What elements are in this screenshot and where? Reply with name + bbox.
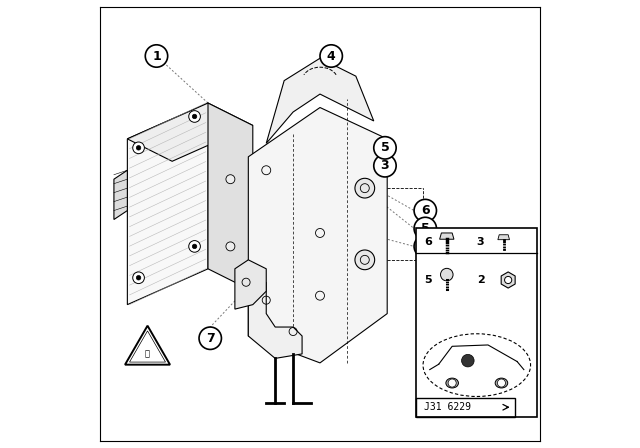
Circle shape: [199, 327, 221, 349]
Bar: [417, 228, 538, 417]
Circle shape: [374, 155, 396, 177]
Polygon shape: [248, 108, 387, 363]
Circle shape: [448, 379, 456, 387]
Circle shape: [355, 178, 374, 198]
Circle shape: [145, 45, 168, 67]
Circle shape: [136, 146, 141, 150]
Circle shape: [192, 114, 197, 119]
Polygon shape: [127, 103, 253, 161]
Text: 6: 6: [424, 237, 432, 247]
Polygon shape: [114, 170, 127, 220]
Circle shape: [132, 142, 145, 154]
Text: 5: 5: [381, 141, 389, 155]
Text: 7: 7: [206, 332, 214, 345]
Text: J31 6229: J31 6229: [424, 402, 472, 412]
Circle shape: [440, 268, 453, 281]
Circle shape: [504, 276, 512, 284]
Text: 1: 1: [152, 49, 161, 63]
Polygon shape: [127, 103, 208, 305]
Text: 5: 5: [424, 275, 432, 285]
Ellipse shape: [446, 378, 458, 388]
Polygon shape: [440, 233, 454, 239]
Bar: [417, 398, 515, 417]
Circle shape: [497, 379, 506, 387]
Circle shape: [226, 175, 235, 184]
Circle shape: [192, 244, 197, 249]
Circle shape: [189, 241, 200, 252]
Polygon shape: [501, 272, 515, 288]
Circle shape: [414, 199, 436, 222]
Polygon shape: [248, 282, 302, 358]
Text: 4: 4: [327, 49, 335, 63]
Polygon shape: [498, 235, 509, 240]
Circle shape: [226, 242, 235, 251]
Circle shape: [355, 250, 374, 270]
Circle shape: [374, 137, 396, 159]
Circle shape: [189, 111, 200, 122]
Text: 6: 6: [421, 204, 429, 217]
Ellipse shape: [495, 378, 508, 388]
Text: 5: 5: [421, 222, 429, 235]
Text: 2: 2: [477, 275, 484, 285]
Polygon shape: [235, 260, 266, 309]
Text: 2: 2: [421, 240, 429, 253]
Circle shape: [320, 45, 342, 67]
Circle shape: [414, 217, 436, 240]
Circle shape: [136, 276, 141, 280]
Polygon shape: [266, 58, 374, 143]
Text: 3: 3: [477, 237, 484, 247]
Polygon shape: [208, 103, 253, 291]
Circle shape: [132, 272, 145, 284]
Circle shape: [414, 235, 436, 258]
Circle shape: [461, 354, 474, 367]
Text: 🚗: 🚗: [145, 349, 150, 358]
Text: 3: 3: [381, 159, 389, 172]
